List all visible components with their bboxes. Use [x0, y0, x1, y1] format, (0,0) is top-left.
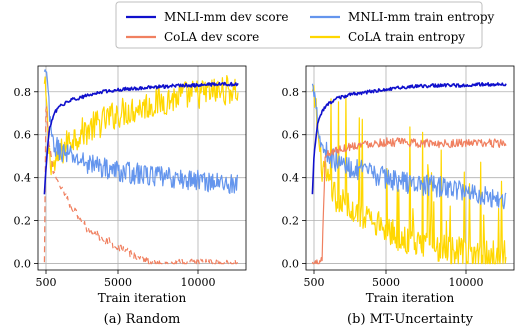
series-line-cola-ent: [43, 74, 239, 176]
plot-frame: [37, 65, 247, 271]
series-line-cola-dev: [311, 137, 507, 265]
panel-caption: (a) Random: [104, 312, 181, 327]
x-tick-label: 5000: [104, 276, 132, 289]
x-tick-label: 5000: [372, 276, 400, 289]
legend-label-mnli-dev: MNLI-mm dev score: [164, 10, 288, 24]
y-tick-label: 0.0: [282, 258, 300, 271]
x-axis-label: Train iteration: [98, 291, 187, 305]
series-line-mnli-ent: [311, 83, 507, 210]
y-tick-label: 0.8: [14, 86, 32, 99]
series-line-mnli-dev: [311, 82, 507, 195]
y-tick-label: 0.2: [14, 215, 32, 228]
series-group: [311, 82, 507, 265]
series-group: [43, 69, 239, 265]
x-tick-label: 500: [304, 276, 325, 289]
plot-frame: [305, 65, 515, 271]
panel-random: 500 5000 10000 0.0 0.2 0.4 0.6 0.8 Train iterat…: [14, 65, 247, 327]
panel-caption: (b) MT-Uncertainty: [347, 312, 474, 327]
series-line-cola-ent: [311, 85, 507, 265]
x-tick-label: 500: [36, 276, 57, 289]
tick-labels: 500 5000 10000 0.0 0.2 0.4 0.6 0.8: [282, 86, 484, 289]
tick-labels: 500 5000 10000 0.0 0.2 0.4 0.6 0.8: [14, 86, 216, 289]
panel-mt-uncertainty: 500 5000 10000 0.0 0.2 0.4 0.6 0.8 Train iterat…: [282, 65, 515, 327]
x-tick-label: 10000: [449, 276, 484, 289]
x-tick-label: 10000: [181, 276, 216, 289]
y-tick-label: 0.8: [282, 86, 300, 99]
x-axis-label: Train iteration: [366, 291, 455, 305]
y-tick-label: 0.6: [282, 129, 300, 142]
grid: [34, 66, 246, 274]
legend: MNLI-mm dev score CoLA dev score MNLI-mm…: [115, 1, 495, 49]
y-tick-label: 0.2: [282, 215, 300, 228]
legend-label-cola-entropy: CoLA train entropy: [348, 30, 465, 44]
legend-label-mnli-entropy: MNLI-mm train entropy: [348, 10, 495, 24]
series-line-mnli-dev: [43, 81, 239, 195]
y-tick-label: 0.4: [282, 172, 300, 185]
y-tick-label: 0.4: [14, 172, 32, 185]
y-tick-label: 0.6: [14, 129, 32, 142]
series-line-mnli-ent: [43, 69, 238, 194]
y-tick-label: 0.0: [14, 258, 32, 271]
series-line-cola-dev: [43, 106, 239, 265]
legend-label-cola-dev: CoLA dev score: [164, 30, 259, 44]
legend-frame: [115, 1, 483, 49]
